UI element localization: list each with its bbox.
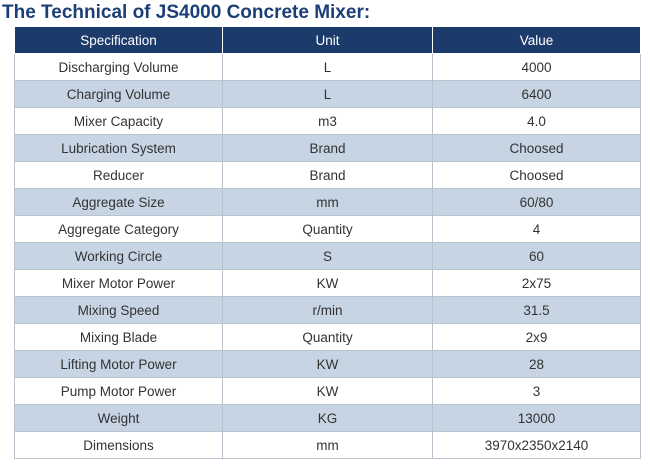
table-cell: Mixing Blade bbox=[14, 323, 223, 351]
header-row: Specification Unit Value bbox=[14, 26, 641, 54]
table-row: Aggregate Size mm 60/80 bbox=[14, 188, 641, 216]
table-row: Dimensions mm 3970x2350x2140 bbox=[14, 431, 641, 459]
table-cell: Mixer Capacity bbox=[14, 107, 223, 135]
spec-table: Specification Unit Value Discharging Volum… bbox=[14, 26, 641, 459]
table-cell: Quantity bbox=[222, 215, 433, 243]
table-cell: Discharging Volume bbox=[14, 53, 223, 81]
table-cell: Quantity bbox=[222, 323, 433, 351]
table-cell: 31.5 bbox=[432, 296, 641, 324]
table-cell: 60 bbox=[432, 242, 641, 270]
table-row: Working Circle S 60 bbox=[14, 242, 641, 270]
table-cell: Charging Volume bbox=[14, 80, 223, 108]
table-cell: KW bbox=[222, 377, 433, 405]
table-row: Discharging Volume L 4000 bbox=[14, 53, 641, 81]
table-cell: Lifting Motor Power bbox=[14, 350, 223, 378]
table-cell: 4.0 bbox=[432, 107, 641, 135]
table-cell: Brand bbox=[222, 134, 433, 162]
table-cell: Weight bbox=[14, 404, 223, 432]
table-cell: 60/80 bbox=[432, 188, 641, 216]
column-header: Specification bbox=[14, 26, 223, 54]
table-row: Aggregate Category Quantity 4 bbox=[14, 215, 641, 243]
table-row: Mixer Motor Power KW 2x75 bbox=[14, 269, 641, 297]
table-row: Charging Volume L 6400 bbox=[14, 80, 641, 108]
table-row: Pump Motor Power KW 3 bbox=[14, 377, 641, 405]
table-cell: Aggregate Category bbox=[14, 215, 223, 243]
table-cell: L bbox=[222, 80, 433, 108]
table-cell: 3970x2350x2140 bbox=[432, 431, 641, 459]
table-row: Mixing Speed r/min 31.5 bbox=[14, 296, 641, 324]
table-cell: Dimensions bbox=[14, 431, 223, 459]
table-cell: KG bbox=[222, 404, 433, 432]
column-header: Value bbox=[432, 26, 641, 54]
table-cell: Working Circle bbox=[14, 242, 223, 270]
table-cell: Lubrication System bbox=[14, 134, 223, 162]
table-row: Reducer Brand Choosed bbox=[14, 161, 641, 189]
table-cell: 28 bbox=[432, 350, 641, 378]
table-cell: Choosed bbox=[432, 134, 641, 162]
table-cell: Brand bbox=[222, 161, 433, 189]
table-cell: Choosed bbox=[432, 161, 641, 189]
column-header: Unit bbox=[222, 26, 433, 54]
table-cell: S bbox=[222, 242, 433, 270]
table-cell: mm bbox=[222, 188, 433, 216]
table-header: Specification Unit Value bbox=[14, 26, 641, 54]
table-cell: KW bbox=[222, 350, 433, 378]
table-cell: 4000 bbox=[432, 53, 641, 81]
table-cell: mm bbox=[222, 431, 433, 459]
table-cell: 2x75 bbox=[432, 269, 641, 297]
table-cell: m3 bbox=[222, 107, 433, 135]
table-row: Weight KG 13000 bbox=[14, 404, 641, 432]
table-cell: Reducer bbox=[14, 161, 223, 189]
table-cell: L bbox=[222, 53, 433, 81]
table-cell: Mixer Motor Power bbox=[14, 269, 223, 297]
table-cell: 4 bbox=[432, 215, 641, 243]
table-cell: r/min bbox=[222, 296, 433, 324]
table-row: Mixer Capacity m3 4.0 bbox=[14, 107, 641, 135]
table-cell: 3 bbox=[432, 377, 641, 405]
table-cell: 2x9 bbox=[432, 323, 641, 351]
table-cell: KW bbox=[222, 269, 433, 297]
table-row: Lubrication System Brand Choosed bbox=[14, 134, 641, 162]
table-cell: 13000 bbox=[432, 404, 641, 432]
table-body: Discharging Volume L 4000 Charging Volume L 6… bbox=[14, 53, 641, 459]
table-cell: 6400 bbox=[432, 80, 641, 108]
page-title: The Technical of JS4000 Concrete Mixer: bbox=[2, 2, 371, 23]
table-row: Mixing Blade Quantity 2x9 bbox=[14, 323, 641, 351]
table-cell: Aggregate Size bbox=[14, 188, 223, 216]
table-row: Lifting Motor Power KW 28 bbox=[14, 350, 641, 378]
table-cell: Pump Motor Power bbox=[14, 377, 223, 405]
table-cell: Mixing Speed bbox=[14, 296, 223, 324]
